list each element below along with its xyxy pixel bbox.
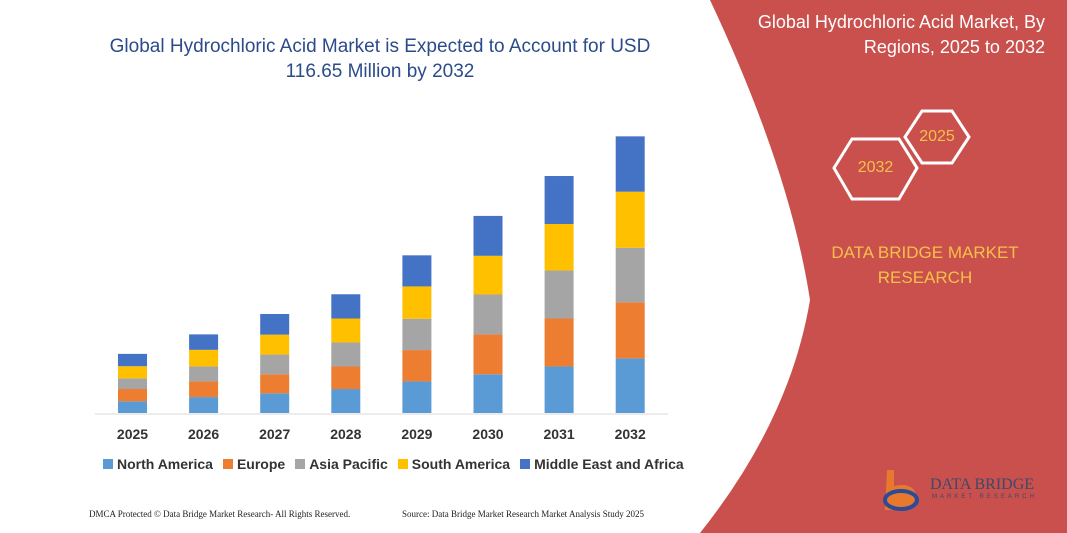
bar-segment-2028-europe — [331, 366, 361, 390]
bar-segment-2025-south-america — [118, 366, 147, 379]
bar-segment-2030-middle-east-and-africa — [473, 215, 503, 256]
bar-segment-2025-europe — [118, 389, 147, 402]
side-panel-title: Global Hydrochloric Acid Market, By Regi… — [757, 12, 1045, 57]
brand-name: DATA BRIDGE MARKET RESEARCH — [831, 243, 1019, 287]
bar-segment-2032-north-america — [615, 358, 645, 413]
legend-swatch — [222, 459, 233, 469]
bar-segment-2030-south-america — [473, 255, 503, 295]
hex-2032-label: 2032 — [857, 159, 894, 176]
bar-segment-2029-middle-east-and-africa — [402, 255, 432, 287]
bar-segment-2027-europe — [260, 374, 290, 394]
x-tick-label: 2026 — [188, 426, 220, 442]
x-tick-label: 2031 — [543, 426, 575, 442]
bar-segment-2029-north-america — [402, 381, 432, 413]
legend-item: Asia Pacific — [295, 456, 388, 472]
footer-copyright: DMCA Protected © Data Bridge Market Rese… — [89, 509, 351, 519]
bar-segment-2030-asia-pacific — [473, 294, 503, 335]
bar-segment-2031-europe — [544, 318, 574, 367]
bar-segment-2026-north-america — [189, 397, 219, 413]
legend-item: North America — [103, 456, 213, 472]
legend-swatch — [103, 459, 113, 469]
logo-text: DATA BRIDGE — [930, 476, 1035, 493]
legend-label: South America — [411, 456, 511, 472]
bar-segment-2030-europe — [473, 334, 503, 375]
bar-segment-2029-south-america — [402, 286, 432, 319]
legend-label: North America — [117, 456, 213, 472]
bar-segment-2025-middle-east-and-africa — [118, 353, 147, 367]
hex-2025-label: 2025 — [919, 128, 955, 145]
legend-swatch — [520, 459, 531, 469]
x-tick-label: 2027 — [259, 426, 291, 442]
bar-segment-2026-europe — [189, 381, 219, 398]
bar-segment-2031-middle-east-and-africa — [544, 176, 574, 224]
legend-item: Europe — [222, 456, 286, 472]
legend-label: Asia Pacific — [309, 456, 388, 472]
bar-segment-2032-middle-east-and-africa — [615, 136, 645, 192]
hex-2025-outline — [903, 109, 971, 165]
legend-swatch — [397, 459, 408, 469]
logo-icon — [883, 470, 919, 511]
bar-segment-2028-asia-pacific — [331, 342, 361, 367]
x-tick-label: 2025 — [116, 426, 149, 442]
x-tick-label: 2028 — [330, 426, 362, 442]
bar-segment-2025-asia-pacific — [118, 378, 147, 390]
legend-label: Middle East and Africa — [534, 456, 684, 472]
x-tick-label: 2030 — [472, 426, 504, 442]
bar-segment-2026-south-america — [189, 349, 219, 367]
footer-source: Source: Data Bridge Market Research Mark… — [402, 509, 644, 519]
bars — [118, 136, 645, 413]
bar-segment-2028-north-america — [331, 389, 361, 413]
bar-segment-2027-middle-east-and-africa — [260, 313, 290, 335]
legend-label: Europe — [236, 456, 286, 472]
x-tick-label: 2032 — [614, 426, 646, 442]
legend-swatch — [295, 459, 306, 469]
bar-segment-2030-north-america — [473, 374, 503, 413]
hex-2032-outline — [832, 137, 919, 201]
bar-segment-2031-asia-pacific — [544, 270, 574, 319]
side-panel — [700, 0, 1067, 533]
legend: North America Europe Asia Pacific South Ame… — [103, 456, 684, 472]
bar-segment-2025-north-america — [118, 401, 147, 413]
legend-item: Middle East and Africa — [520, 456, 684, 472]
bar-segment-2028-middle-east-and-africa — [331, 294, 361, 319]
legend-item: South America — [397, 456, 511, 472]
bar-segment-2027-north-america — [260, 393, 290, 413]
bar-segment-2032-europe — [615, 302, 645, 359]
bar-segment-2032-south-america — [615, 191, 645, 248]
bar-segment-2027-south-america — [260, 334, 290, 355]
bar-segment-2031-north-america — [544, 366, 574, 413]
x-tick-label: 2029 — [401, 426, 433, 442]
bar-segment-2027-asia-pacific — [260, 354, 290, 375]
bar-segment-2028-south-america — [331, 318, 361, 343]
bar-segment-2029-asia-pacific — [402, 318, 432, 351]
logo-subtext: MARKET RESEARCH — [932, 494, 1037, 500]
bar-segment-2026-middle-east-and-africa — [189, 334, 219, 350]
chart-title: Global Hydrochloric Acid Market is Expec… — [109, 36, 651, 82]
bar-segment-2032-asia-pacific — [615, 247, 645, 303]
bar-segment-2029-europe — [402, 350, 432, 382]
bar-segment-2031-south-america — [544, 223, 574, 271]
bar-segment-2026-asia-pacific — [189, 366, 219, 382]
